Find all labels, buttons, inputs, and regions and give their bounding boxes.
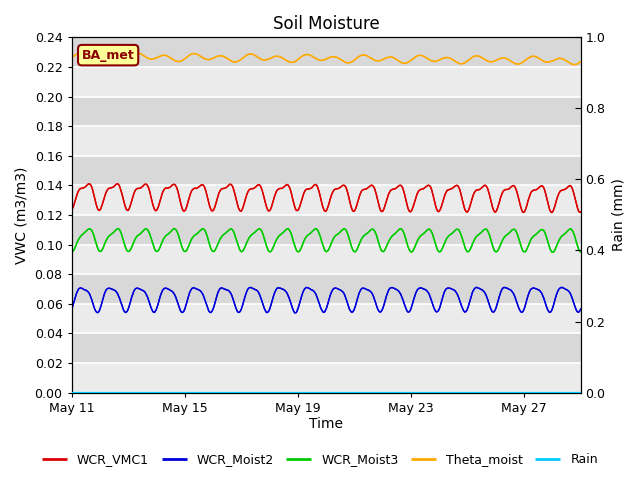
WCR_Moist2 bbox=[563, 287, 570, 292]
Theta_moist bbox=[562, 58, 570, 63]
WCR_Moist3 bbox=[316, 231, 323, 237]
WCR_Moist3 bbox=[115, 226, 122, 231]
WCR_VMC1 bbox=[316, 190, 323, 195]
WCR_Moist3 bbox=[562, 230, 570, 236]
Theta_moist bbox=[77, 50, 85, 56]
Theta_moist bbox=[68, 55, 76, 61]
Theta_moist bbox=[468, 54, 476, 60]
WCR_Moist3 bbox=[563, 229, 570, 235]
Bar bbox=[72, 156, 580, 185]
WCR_VMC1 bbox=[563, 185, 570, 191]
WCR_VMC1 bbox=[577, 209, 584, 215]
Line: WCR_Moist3: WCR_Moist3 bbox=[72, 228, 580, 252]
Line: WCR_Moist2: WCR_Moist2 bbox=[72, 288, 580, 313]
WCR_Moist2 bbox=[93, 310, 101, 315]
Y-axis label: Rain (mm): Rain (mm) bbox=[611, 179, 625, 252]
Bar bbox=[72, 67, 580, 96]
Bar bbox=[72, 245, 580, 274]
Legend: WCR_VMC1, WCR_Moist2, WCR_Moist3, Theta_moist, Rain: WCR_VMC1, WCR_Moist2, WCR_Moist3, Theta_… bbox=[37, 448, 603, 471]
WCR_Moist3 bbox=[548, 249, 556, 255]
Bar bbox=[72, 274, 580, 304]
Theta_moist bbox=[570, 62, 578, 68]
Bar bbox=[72, 96, 580, 126]
WCR_VMC1 bbox=[94, 206, 102, 212]
WCR_Moist3 bbox=[93, 245, 101, 251]
WCR_VMC1 bbox=[468, 194, 476, 200]
WCR_Moist2 bbox=[577, 306, 584, 312]
Title: Soil Moisture: Soil Moisture bbox=[273, 15, 380, 33]
WCR_Moist3 bbox=[302, 235, 310, 240]
Theta_moist bbox=[577, 59, 584, 64]
WCR_Moist2 bbox=[302, 285, 310, 291]
WCR_Moist2 bbox=[472, 285, 480, 290]
Line: WCR_VMC1: WCR_VMC1 bbox=[72, 184, 580, 213]
Bar bbox=[72, 185, 580, 215]
Bar bbox=[72, 37, 580, 67]
Theta_moist bbox=[302, 52, 310, 58]
WCR_Moist2 bbox=[292, 310, 300, 316]
WCR_Moist2 bbox=[562, 287, 570, 292]
WCR_Moist3 bbox=[577, 249, 584, 255]
Line: Theta_moist: Theta_moist bbox=[72, 53, 580, 65]
WCR_Moist2 bbox=[468, 289, 476, 295]
Bar bbox=[72, 215, 580, 245]
Y-axis label: VWC (m3/m3): VWC (m3/m3) bbox=[15, 166, 29, 264]
Bar bbox=[72, 126, 580, 156]
WCR_Moist2 bbox=[316, 301, 323, 307]
WCR_Moist3 bbox=[68, 249, 76, 254]
WCR_VMC1 bbox=[302, 187, 310, 192]
Theta_moist bbox=[316, 57, 323, 63]
Text: BA_met: BA_met bbox=[82, 48, 134, 61]
WCR_Moist2 bbox=[68, 307, 76, 312]
Theta_moist bbox=[562, 58, 570, 63]
Bar bbox=[72, 334, 580, 363]
WCR_VMC1 bbox=[68, 207, 76, 213]
WCR_Moist3 bbox=[468, 240, 476, 246]
WCR_VMC1 bbox=[85, 181, 93, 187]
WCR_VMC1 bbox=[548, 210, 556, 216]
Theta_moist bbox=[94, 55, 102, 61]
Bar bbox=[72, 363, 580, 393]
X-axis label: Time: Time bbox=[309, 418, 343, 432]
WCR_VMC1 bbox=[562, 186, 570, 192]
Bar bbox=[72, 304, 580, 334]
